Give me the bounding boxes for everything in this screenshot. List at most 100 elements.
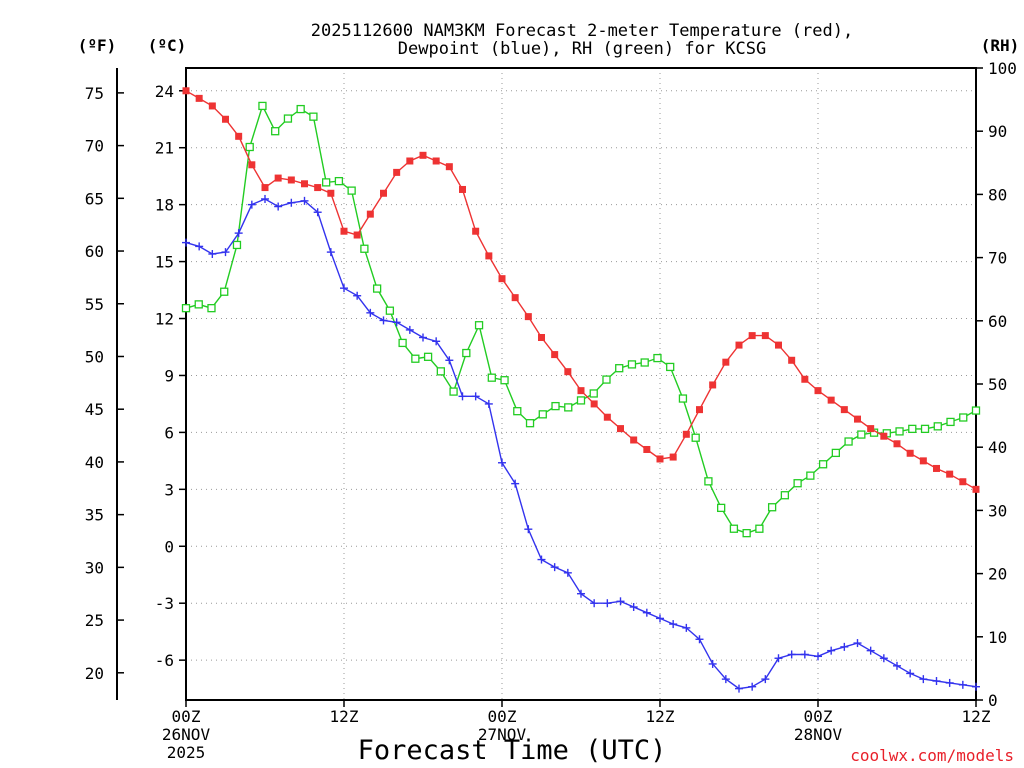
dewpoint-point <box>616 597 625 606</box>
dewpoint-point <box>721 675 730 684</box>
fahrenheit-tick-label: 20 <box>85 664 104 683</box>
time-tick-label: 12Z <box>330 707 359 726</box>
dewpoint-point <box>182 238 190 247</box>
rh-point <box>372 284 382 293</box>
rh-point <box>704 477 713 486</box>
temperature-point <box>946 470 954 478</box>
rh-point <box>207 304 216 313</box>
rh-tick-label: 20 <box>988 565 1007 584</box>
dewpoint-point <box>537 555 546 564</box>
temperature-point <box>327 189 335 197</box>
temperature-point <box>617 425 624 433</box>
rh-point <box>767 503 777 512</box>
celsius-unit-label: (ºC) <box>148 36 187 55</box>
rh-point <box>423 352 433 361</box>
temperature-point <box>301 180 308 188</box>
dewpoint-point <box>748 682 757 691</box>
rh-tick-label: 60 <box>988 312 1007 331</box>
dewpoint-point <box>247 200 256 209</box>
temperature-point <box>669 453 677 461</box>
time-tick-label: 00Z <box>172 707 201 726</box>
dewpoint-point <box>879 654 888 663</box>
temperature-point <box>972 485 980 493</box>
dewpoint-point <box>471 392 480 401</box>
dewpoint-point <box>853 639 862 648</box>
fahrenheit-axis: 20 25 30 35 40 45 50 55 60 65 70 75 <box>85 84 124 683</box>
temperature-point <box>735 341 743 349</box>
temperature-point <box>340 227 348 235</box>
dewpoint-point <box>379 316 388 325</box>
time-tick-label: 12Z <box>962 707 991 726</box>
rh-point <box>194 300 203 309</box>
celsius-tick-label: 15 <box>155 253 174 272</box>
dewpoint-point <box>195 242 204 251</box>
rh-point <box>474 321 484 330</box>
rh-point <box>449 387 458 396</box>
rh-point <box>653 353 662 363</box>
temperature-point <box>353 231 361 239</box>
rh-point <box>729 524 739 533</box>
temperature-point <box>603 413 611 421</box>
time-tick-label: 26NOV <box>162 725 211 744</box>
temperature-point <box>366 210 374 218</box>
temperature-point <box>380 189 387 197</box>
temperature-point <box>867 425 875 433</box>
rh-point <box>818 460 828 469</box>
temperature-point <box>827 396 835 404</box>
temperature-point <box>472 227 480 235</box>
celsius-tick-label: -6 <box>155 651 174 670</box>
rh-point <box>895 427 904 436</box>
dewpoint-point <box>735 684 743 693</box>
rh-point <box>615 364 624 373</box>
rh-point <box>525 419 535 428</box>
dewpoint-point <box>326 248 335 257</box>
fahrenheit-tick-label: 60 <box>85 242 104 261</box>
dewpoint-point <box>708 659 717 668</box>
temperature-point <box>432 157 440 165</box>
dewpoint-point <box>498 458 506 467</box>
rh-point <box>513 407 522 416</box>
rh-point <box>717 503 726 513</box>
temperature-point <box>761 332 769 340</box>
temperature-point <box>459 185 466 193</box>
dewpoint-point <box>405 325 414 334</box>
dewpoint-point <box>274 202 283 211</box>
temperature-point <box>314 184 322 192</box>
rh-point <box>347 186 356 195</box>
temperature-point <box>748 332 756 340</box>
series-line <box>185 198 977 690</box>
rh-point <box>920 424 930 434</box>
celsius-tick-label: -3 <box>155 594 174 613</box>
temperature-point <box>261 184 269 192</box>
grid-lines <box>186 68 976 700</box>
temperature-point <box>445 163 453 171</box>
celsius-axis: -6 -3 0 3 6 9 12 15 18 21 24 <box>155 82 186 670</box>
series-line <box>185 90 977 490</box>
chart-title-line-2: Dewpoint (blue), RH (green) for KCSG <box>398 39 766 59</box>
dewpoint-point <box>340 284 348 293</box>
temperature-point <box>919 457 927 465</box>
temperature-point <box>524 313 532 321</box>
rh-tick-label: 70 <box>988 249 1007 268</box>
rh-tick-label: 10 <box>988 628 1007 647</box>
time-tick-label: 2025 <box>167 743 206 762</box>
dewpoint-point <box>958 680 967 689</box>
rh-point <box>334 176 344 186</box>
dewpoint-point <box>484 399 493 408</box>
temperature-point <box>222 115 229 123</box>
temperature-point <box>775 341 782 349</box>
rh-point <box>360 244 369 253</box>
temperature-point <box>682 430 690 438</box>
celsius-tick-label: 12 <box>155 310 174 329</box>
dewpoint-point <box>906 669 915 678</box>
rh-axis: 0 10 20 30 40 50 60 70 80 90 100 <box>976 59 1017 710</box>
dewpoint-point <box>261 194 269 203</box>
temperature-point <box>643 445 651 453</box>
celsius-tick-label: 18 <box>155 196 174 215</box>
rh-point <box>462 348 471 358</box>
temperature-series <box>182 87 980 493</box>
temperature-point <box>630 436 638 444</box>
rh-point <box>933 422 942 431</box>
dewpoint-point <box>893 661 901 670</box>
